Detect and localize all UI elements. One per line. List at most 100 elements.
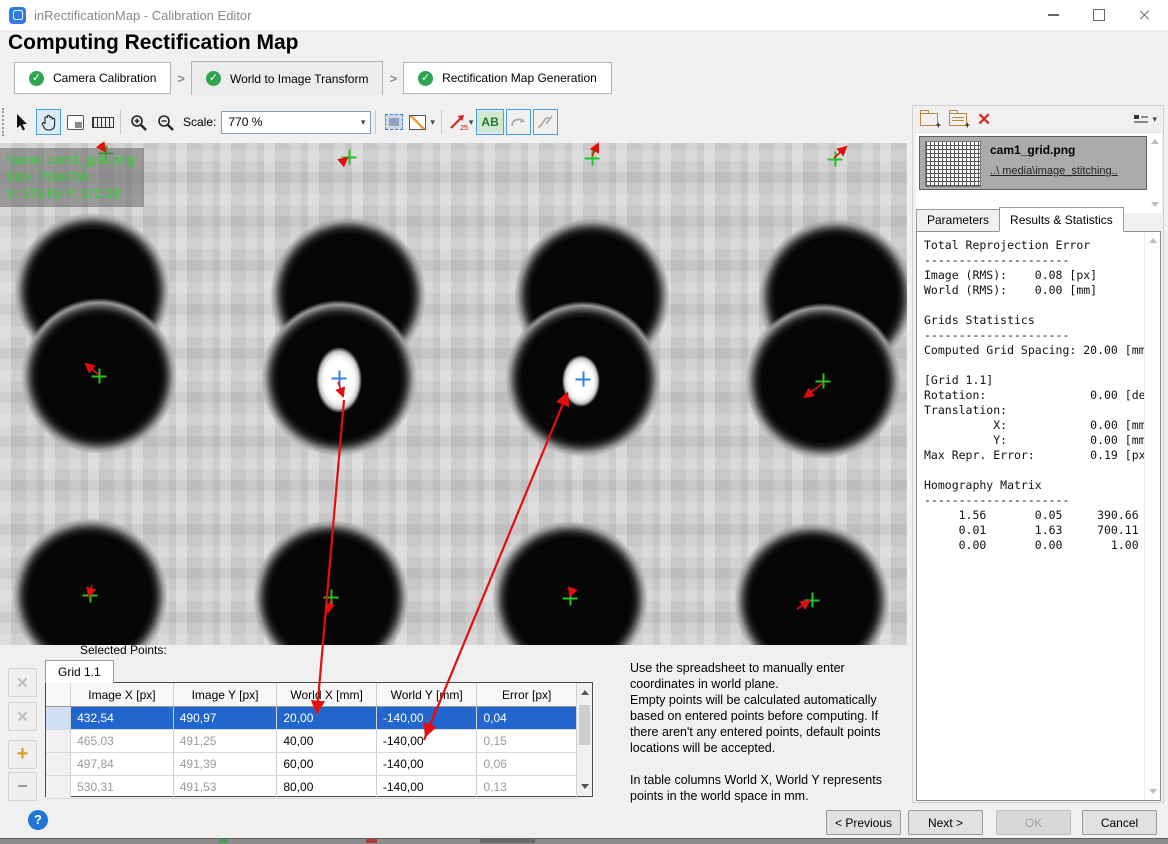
cell[interactable]: 0,06 [476, 752, 577, 776]
row-selector[interactable] [46, 729, 72, 753]
delete-grid-button[interactable]: ✕ [8, 668, 37, 697]
pan-tool-button[interactable] [36, 109, 61, 135]
cell[interactable]: 80,00 [276, 775, 377, 799]
toolbar-grip[interactable] [2, 108, 8, 136]
delete-point-button[interactable]: ✕ [8, 702, 37, 731]
cancel-button[interactable]: Cancel [1082, 810, 1157, 835]
table-row[interactable]: 497,84 491,39 60,00 -140,00 0,06 [46, 752, 577, 776]
scroll-up-icon[interactable] [1151, 139, 1159, 144]
scroll-up-icon[interactable] [581, 690, 589, 695]
table-row[interactable]: 432,54 490,97 20,00 -140,00 0,04 [46, 706, 577, 730]
chevron-right-icon: > [177, 70, 185, 86]
labels-toggle-button[interactable]: AB [476, 109, 504, 135]
row-selector[interactable] [46, 706, 72, 730]
cell[interactable]: 491,25 [173, 729, 278, 753]
cell[interactable]: 465,03 [70, 729, 174, 753]
selected-points-label: Selected Points: [80, 643, 167, 657]
point-marker[interactable] [323, 589, 339, 605]
point-marker[interactable] [91, 368, 107, 384]
image-thumbnail [925, 141, 981, 187]
point-marker[interactable] [82, 587, 98, 603]
cell[interactable]: 0,15 [476, 729, 577, 753]
cell[interactable]: 432,54 [70, 706, 174, 730]
table-scrollbar[interactable] [576, 683, 592, 796]
view-mode-button[interactable]: ▾ [1134, 114, 1157, 125]
cell[interactable]: 491,39 [173, 752, 278, 776]
cell[interactable]: 490,97 [173, 706, 278, 730]
selected-point-marker[interactable] [575, 371, 591, 387]
previous-button[interactable]: < Previous [826, 810, 901, 835]
col-image-x[interactable]: Image X [px] [70, 683, 174, 707]
scroll-down-icon[interactable] [1151, 202, 1159, 207]
scroll-down-icon[interactable] [1149, 789, 1157, 794]
cell[interactable]: -140,00 [376, 706, 478, 730]
point-marker[interactable] [341, 149, 357, 165]
remove-point-button[interactable]: − [8, 772, 37, 801]
cell[interactable]: 491,53 [173, 775, 278, 799]
edit-curve-button[interactable] [532, 109, 558, 135]
scrollbar-thumb[interactable] [579, 705, 590, 745]
add-point-button[interactable]: + [8, 740, 37, 769]
image-canvas[interactable]: Name: cam1_grid.png Size: 750x750 X: 375… [0, 143, 907, 645]
cell[interactable]: 530,31 [70, 775, 174, 799]
no-fill-icon [409, 114, 427, 130]
fit-image-button[interactable] [381, 109, 406, 135]
measure-tool-button[interactable] [90, 109, 115, 135]
taskbar-speck [219, 839, 228, 843]
wizard-steps: ✓ Camera Calibration > ✓ World to Image … [14, 61, 612, 95]
add-image-list-button[interactable]: + [949, 109, 970, 129]
image-file-path-link[interactable]: ..\ media\image_stitching.. [990, 165, 1118, 177]
col-world-x[interactable]: World X [mm] [276, 683, 377, 707]
cell[interactable]: 20,00 [276, 706, 377, 730]
cell[interactable]: 40,00 [276, 729, 377, 753]
help-paragraph-1: Use the spreadsheet to manually enter co… [630, 661, 845, 691]
scroll-down-icon[interactable] [581, 784, 589, 789]
cell[interactable]: 497,84 [70, 752, 174, 776]
table-row[interactable]: 530,31 491,53 80,00 -140,00 0,13 [46, 775, 577, 799]
statistics-scrollbar[interactable] [1144, 232, 1160, 800]
image-list: cam1_grid.png ..\ media\image_stitching.… [916, 133, 1162, 213]
cell[interactable]: -140,00 [376, 729, 478, 753]
cell[interactable]: 60,00 [276, 752, 377, 776]
cell[interactable]: 0,04 [476, 706, 577, 730]
overlay-style-button[interactable]: ▾ [408, 109, 436, 135]
minimize-button[interactable] [1030, 0, 1076, 30]
remove-image-button[interactable]: ✕ [977, 109, 992, 129]
undo-point-button[interactable] [505, 109, 531, 135]
image-list-item-selected[interactable]: cam1_grid.png ..\ media\image_stitching.… [919, 136, 1147, 190]
col-error[interactable]: Error [px] [476, 683, 577, 707]
cell[interactable]: -140,00 [376, 752, 478, 776]
maximize-button[interactable] [1076, 0, 1122, 30]
error-vectors-button[interactable]: 25 ▾ [447, 109, 475, 135]
tab-results-statistics[interactable]: Results & Statistics [999, 207, 1124, 232]
help-button[interactable]: ? [28, 810, 48, 830]
point-marker[interactable] [827, 151, 843, 167]
col-image-y[interactable]: Image Y [px] [173, 683, 278, 707]
cell[interactable]: -140,00 [376, 775, 478, 799]
image-info-overlay: Name: cam1_grid.png Size: 750x750 X: 375… [0, 148, 144, 207]
point-marker[interactable] [584, 150, 600, 166]
col-world-y[interactable]: World Y [mm] [376, 683, 478, 707]
scale-combobox[interactable]: 770 % ▾ [221, 110, 372, 134]
next-button[interactable]: Next > [908, 810, 983, 835]
scroll-up-icon[interactable] [1149, 238, 1157, 243]
row-selector[interactable] [46, 775, 72, 799]
close-button[interactable] [1122, 0, 1168, 30]
row-selector[interactable] [46, 752, 72, 776]
selected-point-marker[interactable] [331, 370, 347, 386]
zoom-out-button[interactable] [153, 109, 178, 135]
step-rectification-map[interactable]: ✓ Rectification Map Generation [403, 62, 612, 94]
grid-tab[interactable]: Grid 1.1 [45, 660, 114, 683]
add-image-button[interactable]: + [920, 109, 941, 129]
step-world-to-image[interactable]: ✓ World to Image Transform [190, 61, 384, 95]
step-camera-calibration[interactable]: ✓ Camera Calibration [14, 62, 172, 94]
select-tool-button[interactable] [9, 109, 34, 135]
cell[interactable]: 0,13 [476, 775, 577, 799]
tab-parameters[interactable]: Parameters [916, 209, 1001, 232]
point-marker[interactable] [815, 373, 831, 389]
point-marker[interactable] [562, 590, 578, 606]
region-tool-button[interactable] [63, 109, 88, 135]
zoom-in-button[interactable] [126, 109, 151, 135]
table-row[interactable]: 465,03 491,25 40,00 -140,00 0,15 [46, 729, 577, 753]
point-marker[interactable] [804, 592, 820, 608]
